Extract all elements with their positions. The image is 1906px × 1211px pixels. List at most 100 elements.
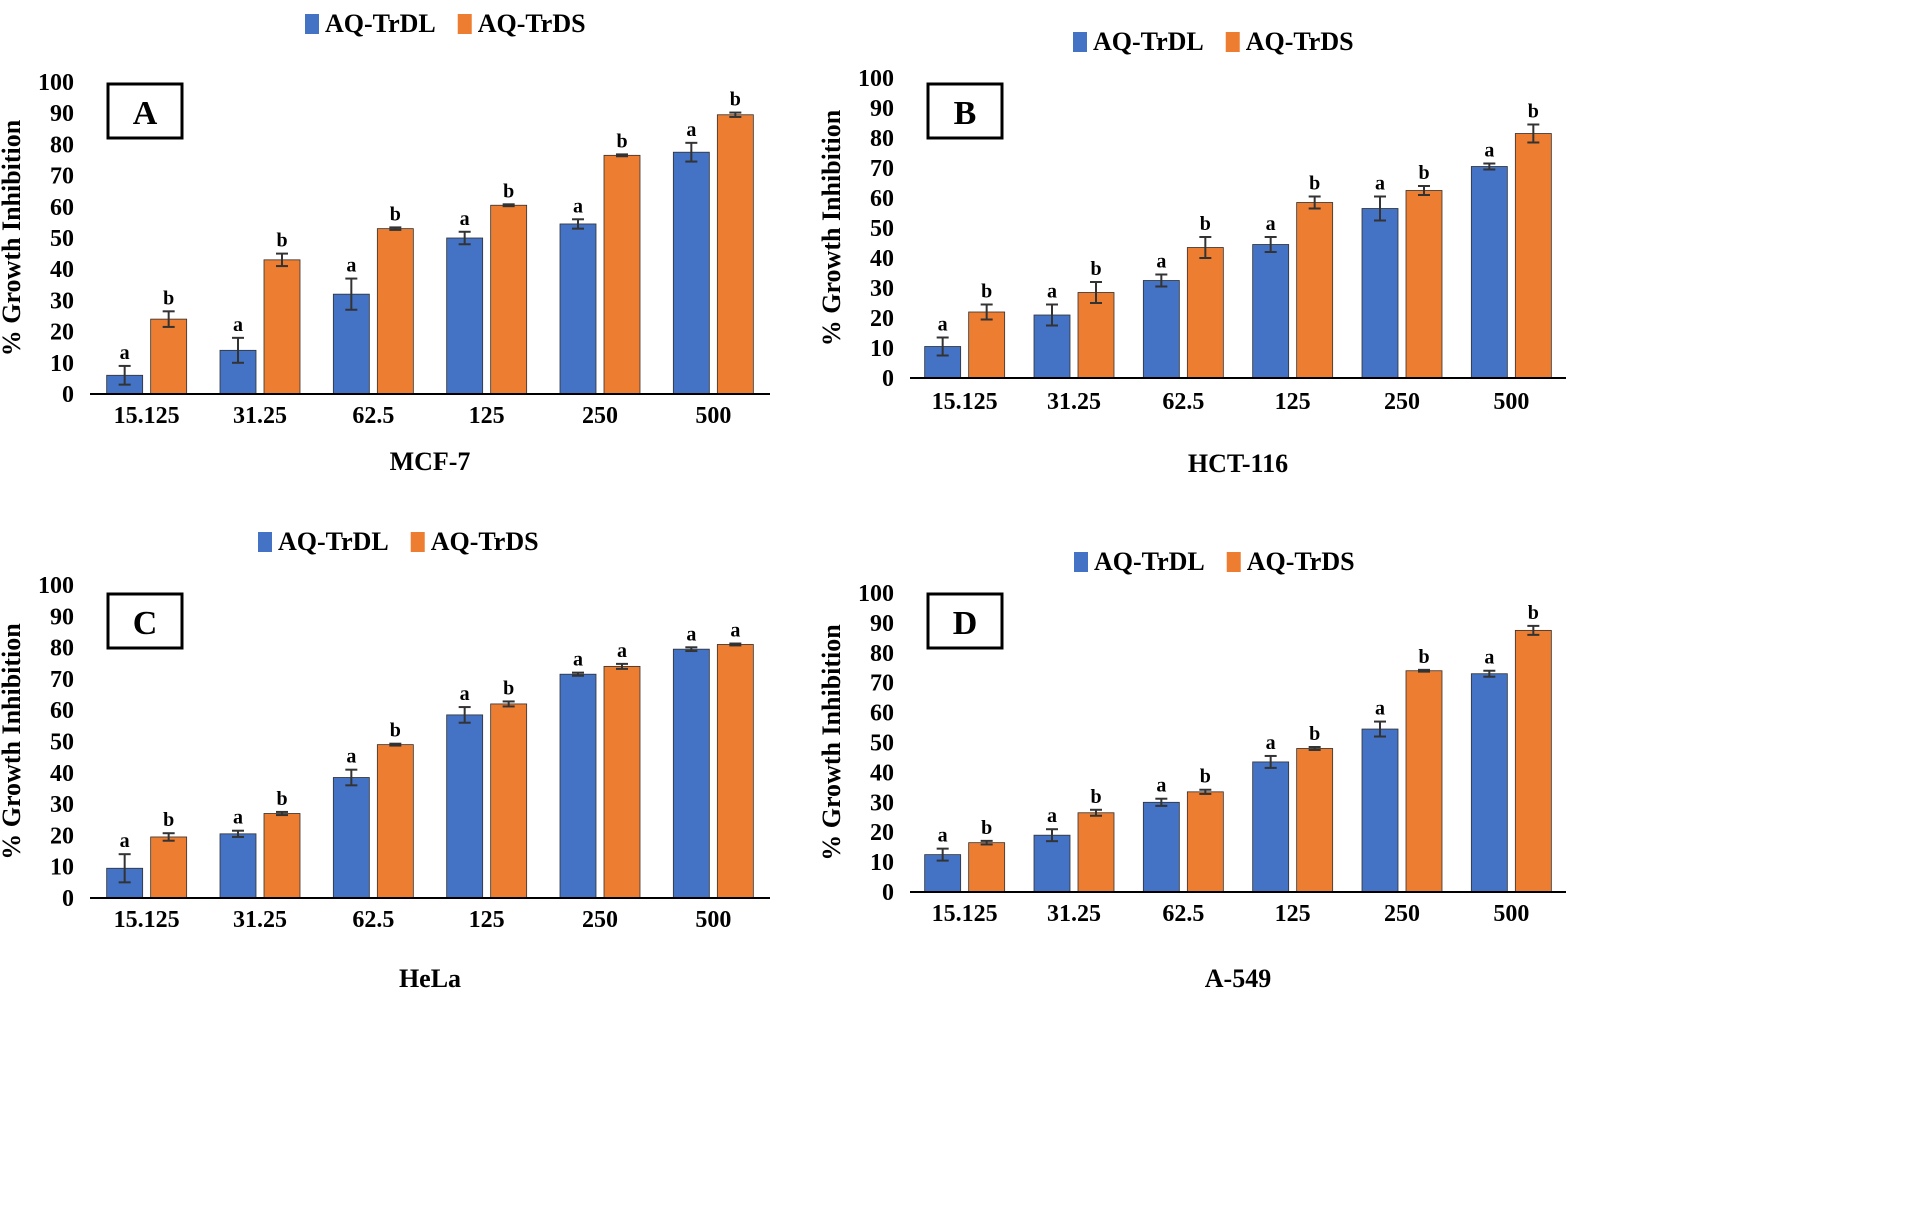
error-bar [118,853,131,884]
error-bar [936,336,949,357]
significance-letter: b [163,809,174,831]
y-tick-label: 0 [62,886,74,912]
significance-letter: a [1156,775,1166,797]
error-bar [389,742,402,747]
error-bar [1527,624,1540,636]
y-tick-label: 80 [50,636,74,662]
x-axis-label: HeLa [399,964,461,993]
error-bar [1308,745,1321,751]
y-tick-label: 50 [50,226,74,252]
error-bar [1483,669,1496,678]
legend: AQ-TrDL AQ-TrDS [258,527,539,556]
bar-aq-trds-500 [1514,629,1552,893]
y-tick-label: 10 [50,351,74,377]
y-tick-label: 30 [50,792,74,818]
error-bar [729,642,742,647]
y-tick-label: 20 [50,320,74,346]
y-tick-label: 90 [50,101,74,127]
x-tick-label: 15.125 [114,907,180,933]
legend-label-aq-trdl: AQ-TrDL [325,9,436,38]
significance-letter: b [276,230,287,252]
panel-label: C [133,605,158,642]
significance-letter: a [346,746,356,768]
panel-label-box [106,592,184,650]
significance-letter: a [1375,698,1385,720]
y-tick-label: 60 [870,701,894,727]
significance-letter: a [1484,647,1494,669]
x-tick-label: 125 [1275,389,1311,415]
y-tick-label: 40 [50,257,74,283]
bar-aq-trds-15-125 [968,311,1006,379]
significance-letter: b [616,130,627,152]
significance-letter: b [1418,646,1429,668]
significance-letter: a [1266,213,1276,235]
error-bar [1483,162,1496,171]
x-tick-label: 250 [1384,901,1420,927]
y-tick-label: 50 [50,730,74,756]
bar-aq-trds-500 [1514,133,1552,379]
error-bar [276,252,288,268]
panel-label-box [926,592,1004,650]
bar-aq-trdl-62-5 [332,777,370,899]
legend-label-aq-trdl: AQ-TrDL [278,527,389,556]
legend: AQ-TrDL AQ-TrDS [305,9,586,38]
bar-aq-trdl-62-5 [332,293,370,395]
x-axis-label: A-549 [1205,964,1271,993]
error-bar [1090,808,1102,817]
error-bar [345,768,358,787]
bar-aq-trdl-500 [1470,166,1508,379]
bar-aq-trds-250 [603,154,641,395]
y-tick-label: 0 [62,382,74,408]
significance-letter: a [686,623,696,645]
y-tick-label: 10 [870,336,894,362]
significance-letter: a [730,620,740,642]
y-tick-label: 50 [870,216,894,242]
error-bar [685,141,698,163]
significance-letter: b [1418,162,1429,184]
significance-letter: a [617,640,627,662]
panel-label: B [954,95,977,132]
bar-aq-trds-250 [1405,670,1443,893]
bar-aq-trdl-250 [1361,208,1399,379]
x-tick-label: 500 [695,907,731,933]
error-bar [1155,797,1168,807]
error-bar [1046,828,1058,843]
error-bar [572,218,584,230]
y-tick-label: 70 [50,164,74,190]
error-bar [1264,754,1277,769]
bar-aq-trds-125 [1296,202,1334,379]
significance-letter: b [981,817,992,839]
bar-aq-trdl-31-25 [1033,834,1071,893]
x-tick-label: 31.25 [233,907,287,933]
y-tick-label: 60 [870,186,894,212]
x-tick-label: 500 [1493,901,1529,927]
legend-swatch-aq-trds [1225,32,1240,52]
significance-letter: b [390,720,401,742]
error-bar [345,277,358,311]
significance-letter: b [503,180,514,202]
error-bar [162,310,175,328]
y-tick-label: 100 [38,70,74,96]
x-tick-label: 62.5 [352,907,394,933]
bar-aq-trds-31-25 [263,259,301,395]
bar-aq-trdl-125 [1252,244,1290,379]
y-tick-label: 10 [870,850,894,876]
y-tick-label: 40 [870,760,894,786]
bar-aq-trdl-500 [672,648,710,899]
error-bar [502,203,515,208]
error-bar [1264,236,1277,253]
y-axis-label: % Growth Inhibition [0,623,26,860]
legend-label-aq-trds: AQ-TrDS [1247,547,1355,576]
x-tick-label: 62.5 [352,403,394,429]
error-bar [1199,788,1212,795]
error-bar [616,153,628,158]
panel-label-box [926,82,1004,140]
legend-swatch-aq-trdl [258,532,272,552]
legend-swatch-aq-trdl [1073,32,1087,52]
y-tick-label: 90 [870,96,894,122]
y-axis-label: % Growth Inhibition [817,624,846,861]
bar-aq-trds-62-5 [376,228,414,395]
significance-letter: a [1484,140,1494,162]
y-tick-label: 100 [858,66,894,92]
bar-aq-trds-62-5 [1186,247,1224,379]
